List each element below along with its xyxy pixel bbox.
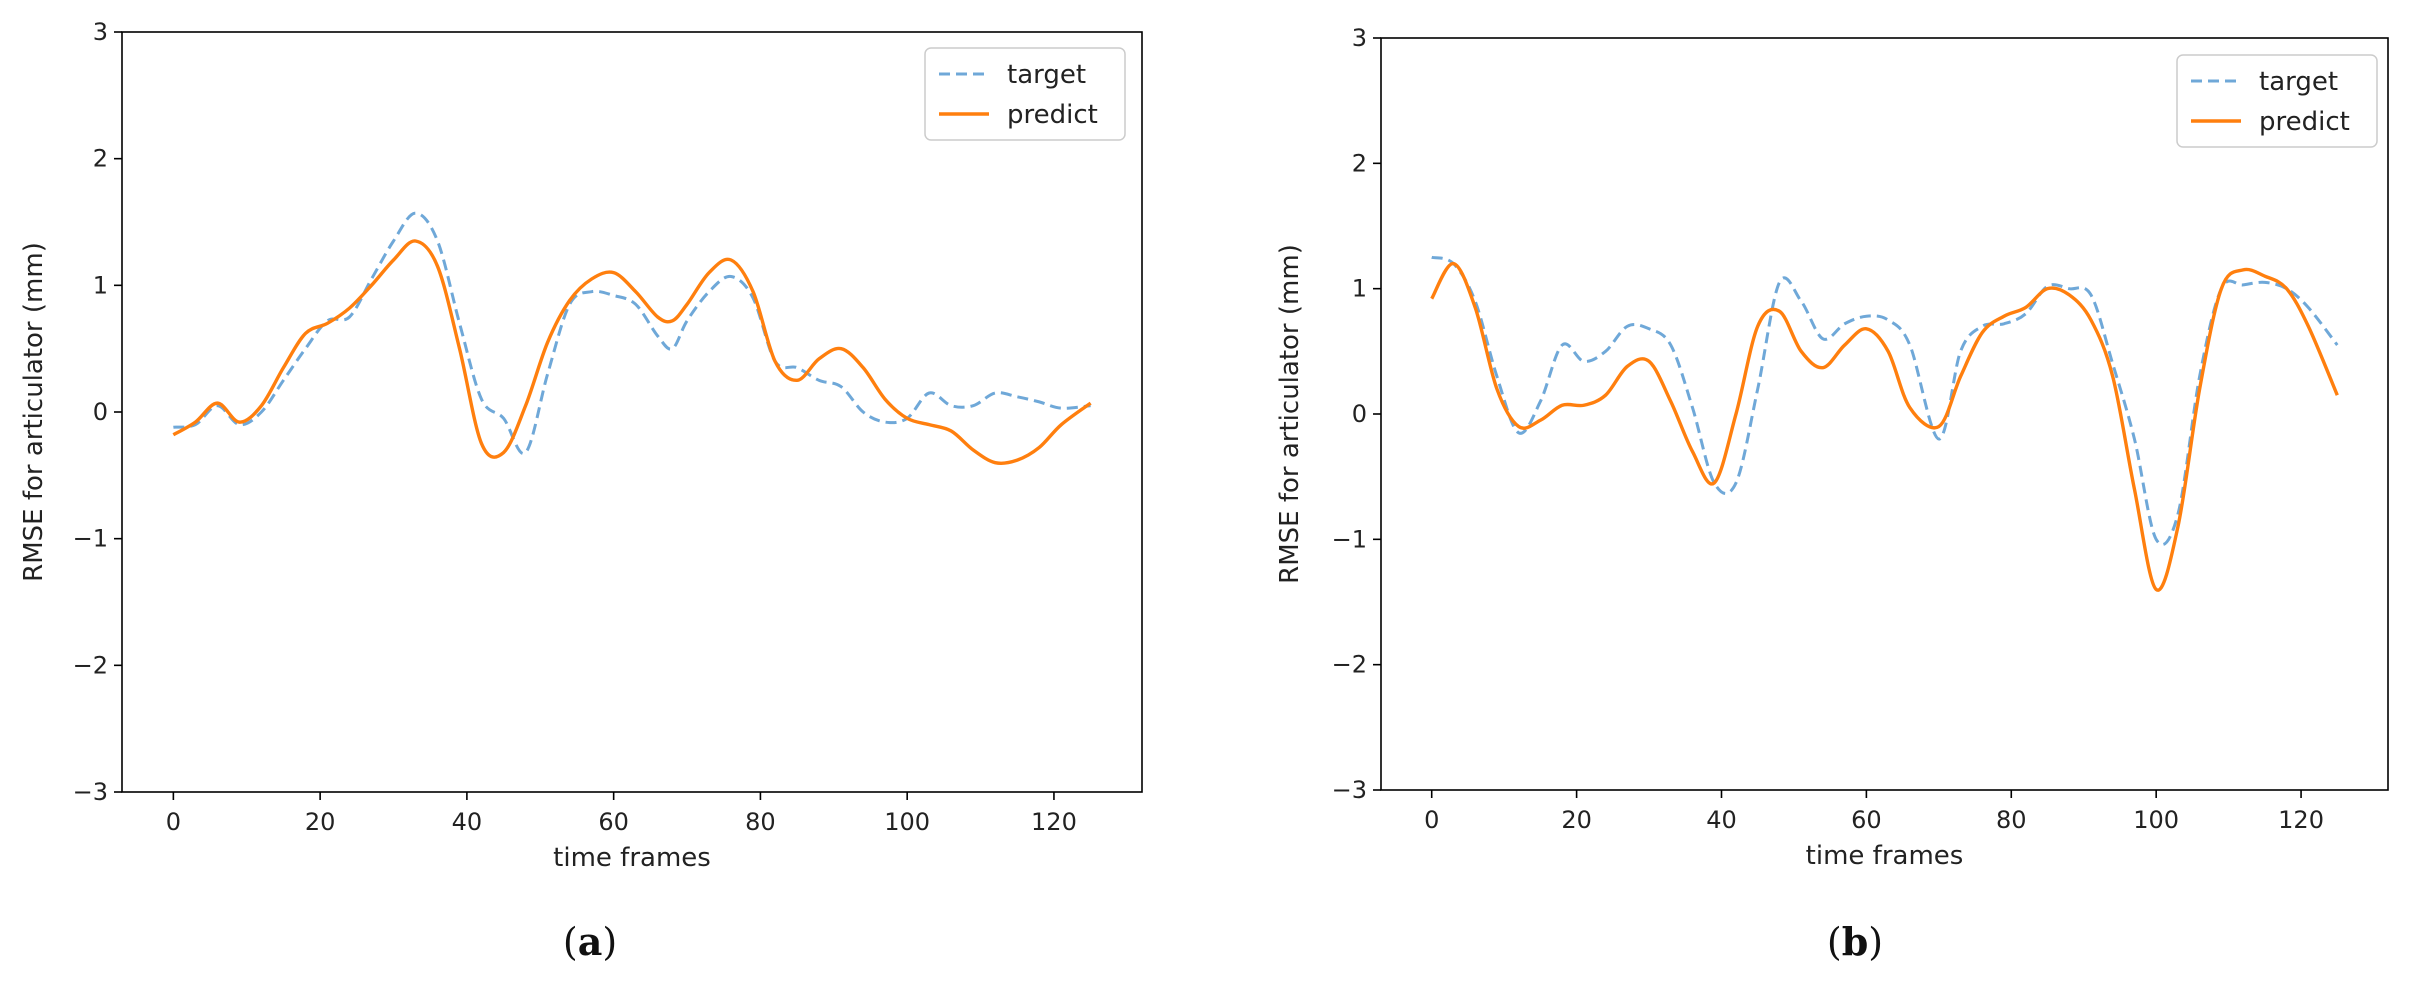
- y-tick-label: 0: [1352, 400, 1367, 428]
- x-tick-label: 20: [1561, 806, 1592, 834]
- x-tick-label: 100: [884, 808, 930, 836]
- y-tick-label: −2: [1332, 651, 1367, 679]
- y-tick-label: −3: [73, 778, 108, 806]
- legend-box: [2176, 54, 2378, 148]
- y-tick-label: −1: [1332, 525, 1367, 553]
- legend-label-predict: predict: [2259, 107, 2350, 137]
- y-tick-label: 0: [93, 398, 108, 426]
- x-tick-label: 120: [2278, 806, 2324, 834]
- legend-label-predict: predict: [1007, 100, 1098, 130]
- x-tick-label: 40: [452, 808, 483, 836]
- y-tick-label: 3: [93, 18, 108, 46]
- plot-frame: [121, 31, 1143, 793]
- y-axis-label: RMSE for articulator (mm): [1275, 244, 1305, 584]
- x-tick-label: 0: [166, 808, 181, 836]
- y-tick-label: −3: [1332, 776, 1367, 804]
- series-line-predict: [1430, 261, 2339, 592]
- x-axis-label: time frames: [1806, 841, 1964, 871]
- x-tick-label: 120: [1031, 808, 1077, 836]
- x-axis-label: time frames: [553, 843, 711, 873]
- plot-frame: [1380, 37, 2389, 791]
- x-tick-label: 80: [1996, 806, 2027, 834]
- chart-panel-a: 0 20 40 60 80 100 120 −3 −2 −1 0 1 2 3 time frames RMSE…: [19, 18, 1143, 964]
- x-tick-label: 60: [1851, 806, 1882, 834]
- x-tick-label: 60: [598, 808, 629, 836]
- legend-label-target: target: [1007, 60, 1086, 90]
- y-tick-label: −2: [73, 651, 108, 679]
- x-tick-label: 0: [1424, 806, 1439, 834]
- panel-caption: (a): [563, 919, 617, 964]
- y-tick-label: −1: [73, 525, 108, 553]
- series-line-target: [1431, 255, 2339, 547]
- y-tick-label: 1: [1352, 275, 1367, 303]
- panel-caption: (b): [1827, 919, 1883, 964]
- x-tick-label: 80: [745, 808, 776, 836]
- y-tick-label: 1: [93, 271, 108, 299]
- x-tick-label: 20: [305, 808, 336, 836]
- legend-label-target: target: [2259, 67, 2338, 97]
- series-line-target: [173, 211, 1091, 456]
- chart-panel-b: 0 20 40 60 80 100 120 −3 −2 −1 0 1 2 3 time frames RMSE…: [1275, 24, 2389, 964]
- legend: target predict: [924, 47, 1126, 141]
- x-tick-label: 100: [2133, 806, 2179, 834]
- y-axis-label: RMSE for articulator (mm): [19, 242, 49, 582]
- legend: target predict: [2176, 54, 2378, 148]
- series-line-predict: [172, 239, 1092, 466]
- legend-box: [924, 47, 1126, 141]
- y-tick-label: 2: [93, 145, 108, 173]
- y-tick-label: 2: [1352, 149, 1367, 177]
- x-tick-label: 40: [1706, 806, 1737, 834]
- y-tick-label: 3: [1352, 24, 1367, 52]
